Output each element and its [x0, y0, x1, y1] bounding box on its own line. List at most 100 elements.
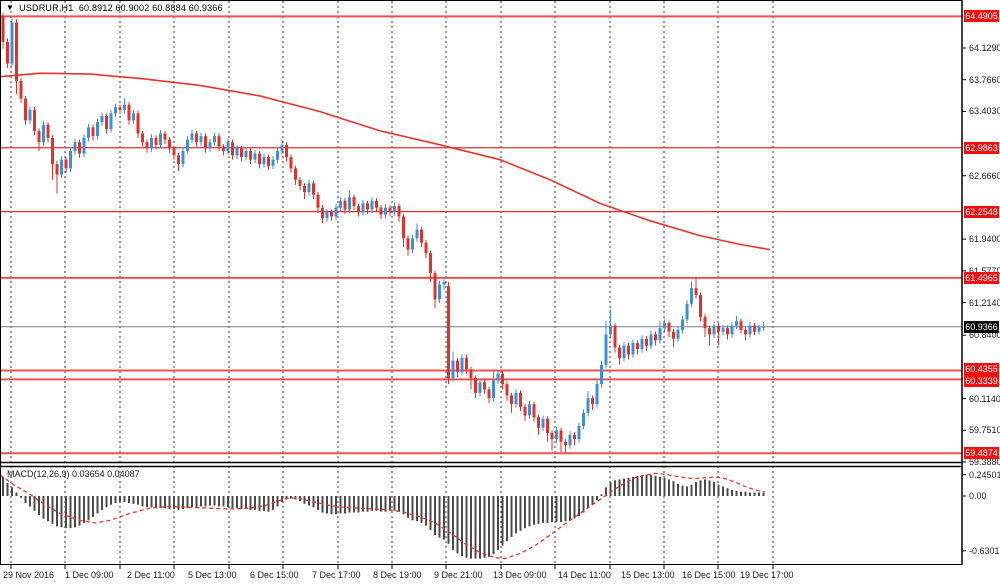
chart-ohlc-text: 60.8912 60.9002 60.8884 60.9366: [78, 3, 223, 13]
candle-body: [573, 434, 576, 440]
price-tick-label: 62.6660: [969, 170, 1000, 181]
price-tick-label: 63.7660: [969, 74, 1000, 85]
time-axis-label: 1 Dec 09:00: [65, 570, 114, 580]
time-axis[interactable]: 29 Nov 2016 1 Dec 09:00 2 Dec 11:00 5 Dec 1…: [0, 565, 1000, 588]
sr-price-label: 60.4355: [964, 362, 999, 375]
candle-body: [330, 212, 333, 217]
candle-body: [559, 430, 563, 442]
candle-body: [100, 116, 104, 123]
candle-body: [550, 432, 554, 440]
candle-body: [19, 81, 23, 99]
candle-body: [208, 142, 212, 149]
candle-body: [685, 303, 689, 320]
candle-body: [415, 229, 419, 239]
time-axis-label: 9 Dec 21:00: [434, 570, 483, 580]
candle-body: [213, 136, 216, 143]
candle-body: [424, 242, 428, 254]
candle-body: [658, 328, 662, 341]
macd-signal-line: [0, 472, 766, 560]
macd-tick-label: 0.24501: [969, 469, 1000, 480]
time-axis-label: 19 Dec 17:00: [740, 570, 794, 580]
candle-body: [303, 185, 306, 192]
candle-body: [654, 334, 657, 341]
candle-body: [735, 321, 738, 326]
price-tick-label: 59.3880: [969, 456, 1000, 467]
candle-body: [613, 325, 617, 348]
candle-body: [748, 325, 752, 335]
candle-body: [555, 430, 558, 440]
candle-body: [339, 200, 342, 208]
candle-body: [253, 153, 257, 160]
candle-body: [325, 212, 329, 219]
candle-body: [73, 142, 77, 151]
candle-body: [442, 281, 446, 285]
candle-body: [159, 133, 162, 145]
candle-body: [447, 286, 450, 378]
candle-body: [496, 373, 500, 381]
candle-body: [375, 200, 378, 208]
candle-body: [78, 142, 81, 154]
sr-price-label: 64.4905: [964, 10, 999, 23]
candle-body: [739, 321, 743, 330]
candle-body: [532, 404, 536, 418]
candle-body: [334, 207, 338, 217]
candle-body: [316, 194, 320, 208]
candle-body: [514, 392, 518, 405]
candle-body: [699, 295, 702, 317]
candle-body: [280, 144, 284, 151]
time-axis-label: 8 Dec 19:00: [373, 570, 422, 580]
candle-body: [474, 377, 477, 393]
macd-values: 0.03654 0.04087: [72, 469, 140, 479]
candle-body: [582, 412, 585, 427]
candle-body: [87, 127, 90, 138]
macd-indicator-label: MACD(12,26,9) 0.03654 0.04087: [7, 469, 140, 479]
candle-body: [348, 197, 351, 210]
chart-symbol-period: USDRUR,H1: [19, 3, 74, 13]
candle-body: [604, 334, 608, 365]
candle-body: [204, 136, 207, 149]
candle-body: [564, 441, 567, 446]
candle-body: [757, 327, 761, 332]
candle-body: [384, 207, 387, 215]
candle-body: [154, 137, 158, 145]
candle-body: [69, 150, 72, 169]
price-axis[interactable]: 64.1290 63.7660 63.4030 62.6660 61.9400 61.57…: [963, 0, 1000, 565]
candle-body: [622, 345, 626, 358]
macd-tick-label: -0.6301: [969, 545, 1000, 556]
candle-body: [492, 380, 495, 399]
candle-body: [397, 205, 401, 217]
candle-body: [123, 104, 126, 110]
candle-body: [537, 417, 540, 428]
candle-body: [289, 157, 293, 169]
candle-body: [24, 98, 27, 121]
candle-body: [262, 157, 266, 165]
candle-body: [114, 107, 117, 114]
time-axis-label: 6 Dec 15:00: [250, 570, 299, 580]
candle-body: [163, 133, 167, 140]
price-tick-label: 61.2140: [969, 297, 1000, 308]
candle-body: [379, 207, 383, 215]
candle-body: [276, 150, 279, 160]
candle-body: [663, 322, 666, 329]
candle-body: [190, 133, 194, 140]
candle-body: [267, 157, 270, 166]
symbol-dropdown-icon: ▼: [6, 3, 15, 12]
sr-price-label: 62.9863: [964, 141, 999, 154]
candle-body: [370, 200, 374, 210]
candle-body: [96, 122, 99, 137]
candle-body: [753, 325, 756, 332]
candle-body: [406, 238, 410, 250]
candle-body: [231, 142, 234, 156]
candle-body: [145, 142, 149, 149]
candle-body: [343, 200, 347, 210]
current-price-label: 60.9366: [964, 320, 999, 333]
candle-body: [595, 384, 599, 405]
candle-body: [1, 15, 5, 42]
macd-tick-label: 0.00: [969, 491, 987, 501]
candle-body: [591, 398, 594, 405]
candle-body: [762, 326, 765, 328]
candle-body: [694, 288, 698, 296]
candle-body: [6, 41, 9, 64]
candle-body: [510, 395, 513, 405]
